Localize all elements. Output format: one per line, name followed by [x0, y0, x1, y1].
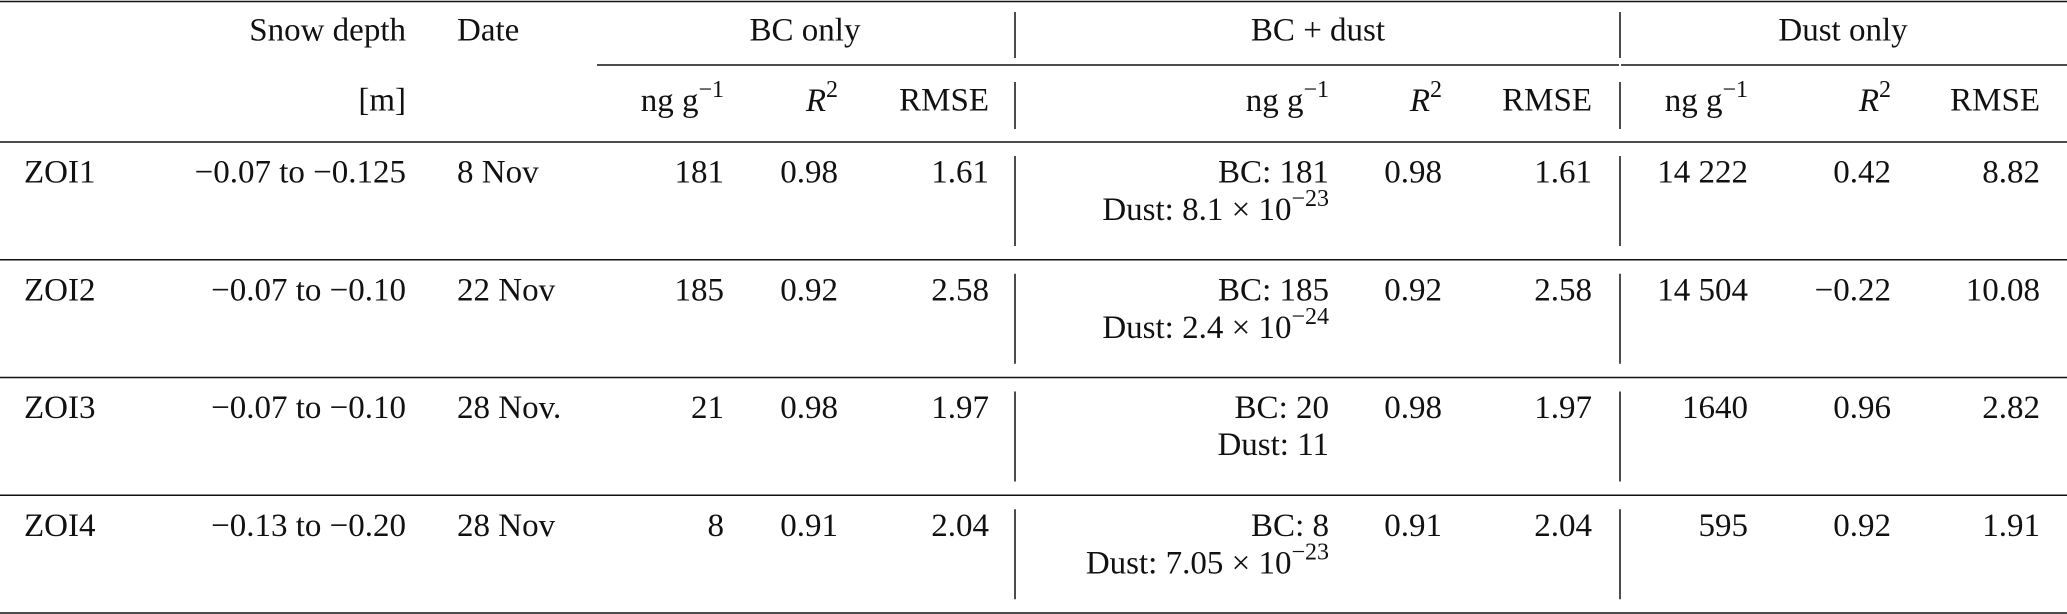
cell: 8 Nov: [457, 155, 539, 191]
sub-header: ng g−1: [1665, 77, 1748, 119]
cell-sup: −23: [1291, 186, 1329, 212]
sub-header-base: ng g: [1246, 83, 1304, 119]
sub-header: ng g−1: [1246, 77, 1329, 119]
sub-header: ng g−1: [641, 77, 724, 119]
cell: 0.91: [780, 508, 838, 544]
sub-header-sup: 2: [826, 77, 838, 103]
sub-header: R2: [805, 77, 838, 119]
cell: 0.91: [1384, 508, 1442, 544]
sub-header: RMSE: [1950, 83, 2040, 119]
column-header: Snow depth: [249, 13, 406, 49]
cell: 28 Nov: [457, 508, 556, 544]
cell: 22 Nov: [457, 272, 556, 308]
sub-header-base: R: [805, 83, 826, 119]
sub-header: RMSE: [1502, 83, 1592, 119]
row-label: ZOI2: [24, 272, 95, 308]
cell: 8.82: [1982, 155, 2040, 191]
cell: 1.91: [1982, 508, 2040, 544]
cell: Dust: 11: [1217, 427, 1329, 463]
cell: 0.92: [1384, 272, 1442, 308]
cell: 2.58: [931, 272, 989, 308]
cell: 2.04: [931, 508, 989, 544]
cell: 0.42: [1833, 155, 1891, 191]
cell: 185: [675, 272, 725, 308]
column-header: Date: [457, 13, 519, 49]
cell-base: Dust: 2.4 × 10: [1102, 309, 1291, 345]
column-unit: [m]: [358, 83, 406, 119]
sub-header-sup: −1: [1722, 77, 1748, 103]
cell: 1.97: [1534, 390, 1592, 426]
cell: BC: 20: [1235, 390, 1329, 426]
cell: 0.92: [780, 272, 838, 308]
cell: −0.07 to −0.125: [195, 155, 406, 191]
cell: 0.96: [1833, 390, 1891, 426]
cell: 8: [708, 508, 725, 544]
cell: −0.07 to −0.10: [211, 390, 406, 426]
cell: Dust: 7.05 × 10−23: [1086, 539, 1329, 581]
cell: 14 222: [1657, 155, 1748, 191]
sub-header-base: ng g: [1665, 83, 1723, 119]
cell: 1.61: [931, 155, 989, 191]
sub-header-sup: −1: [1303, 77, 1329, 103]
cell: 1.61: [1534, 155, 1592, 191]
cell: 0.92: [1833, 508, 1891, 544]
sub-header-sup: −1: [698, 77, 724, 103]
sub-header-base: R: [1409, 83, 1430, 119]
cell: Dust: 8.1 × 10−23: [1102, 186, 1329, 228]
sub-header-base: ng g: [641, 83, 699, 119]
sub-header: R2: [1858, 77, 1891, 119]
sub-header-sup: 2: [1430, 77, 1442, 103]
cell: 181: [675, 155, 725, 191]
cell: 2.04: [1534, 508, 1592, 544]
cell: 0.98: [780, 155, 838, 191]
cell: 2.58: [1534, 272, 1592, 308]
cell: 0.98: [1384, 155, 1442, 191]
cell: 21: [691, 390, 724, 426]
cell: 28 Nov.: [457, 390, 561, 426]
cell: 2.82: [1982, 390, 2040, 426]
cell: 0.98: [780, 390, 838, 426]
row-label: ZOI3: [24, 390, 95, 426]
cell: −0.07 to −0.10: [211, 272, 406, 308]
cell: 14 504: [1657, 272, 1748, 308]
cell: BC: 185: [1218, 272, 1329, 308]
group-header: Dust only: [1778, 13, 1908, 49]
cell: BC: 8: [1251, 508, 1329, 544]
sub-header: R2: [1409, 77, 1442, 119]
cell-base: Dust: 7.05 × 10: [1086, 545, 1292, 581]
cell: 595: [1699, 508, 1749, 544]
sub-header-sup: 2: [1879, 77, 1891, 103]
cell-base: Dust: 8.1 × 10: [1102, 192, 1291, 228]
cell: 0.98: [1384, 390, 1442, 426]
row-label: ZOI4: [24, 508, 95, 544]
cell-sup: −24: [1291, 303, 1329, 329]
sub-header-base: R: [1858, 83, 1879, 119]
group-header: BC + dust: [1251, 13, 1385, 49]
cell: 10.08: [1966, 272, 2040, 308]
cell: −0.22: [1815, 272, 1891, 308]
cell: 1.97: [931, 390, 989, 426]
group-header: BC only: [750, 13, 861, 49]
cell-sup: −23: [1291, 539, 1329, 565]
row-label: ZOI1: [24, 155, 95, 191]
cell: 1640: [1682, 390, 1748, 426]
cell: BC: 181: [1218, 155, 1329, 191]
cell: Dust: 2.4 × 10−24: [1102, 303, 1329, 345]
cell: −0.13 to −0.20: [211, 508, 406, 544]
sub-header: RMSE: [899, 83, 989, 119]
